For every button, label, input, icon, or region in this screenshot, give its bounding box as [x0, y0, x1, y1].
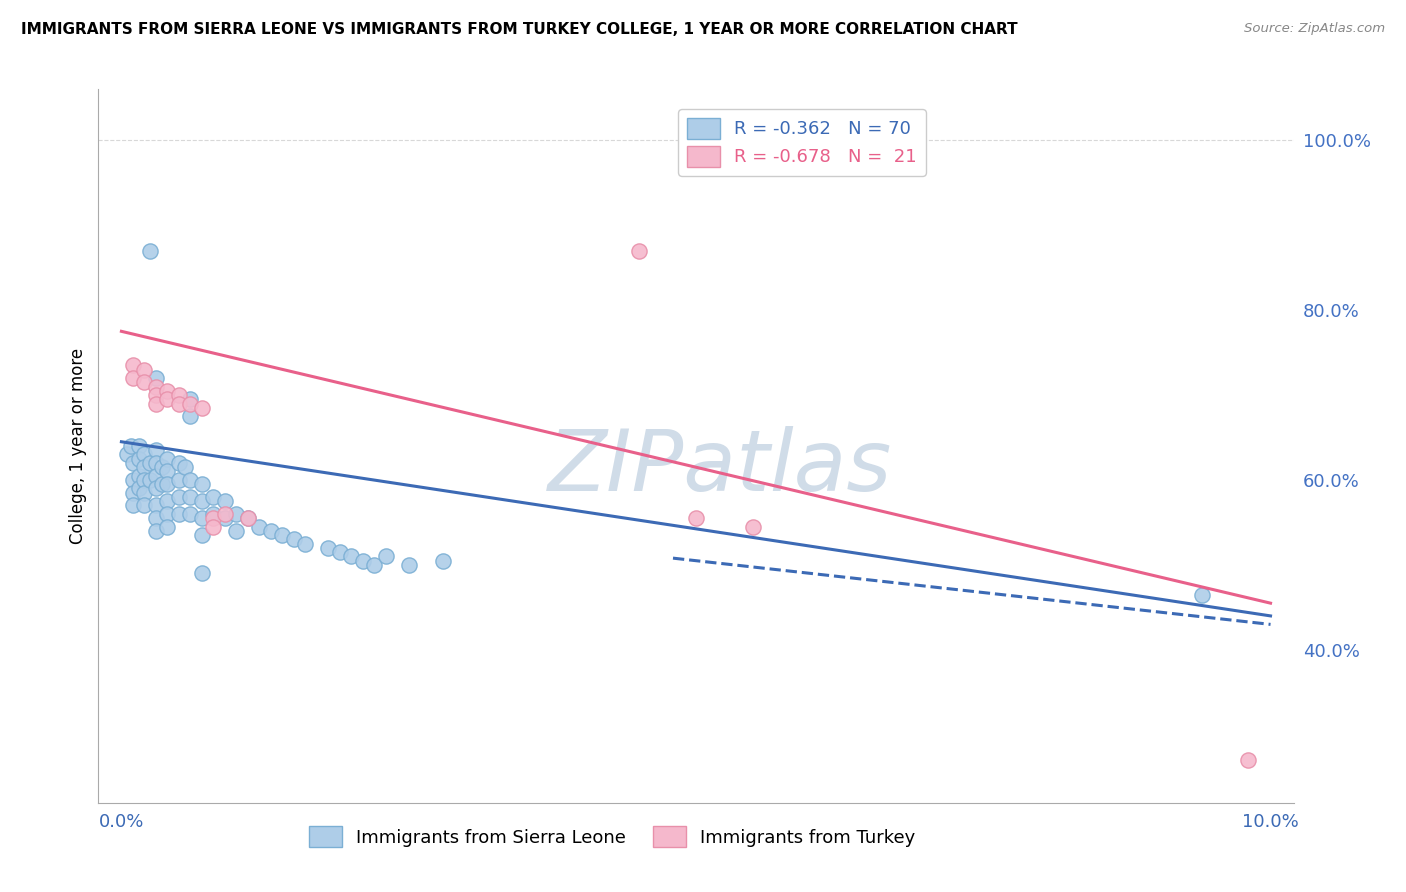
Point	[128, 468, 150, 483]
Point	[316, 541, 339, 555]
Point	[128, 439, 150, 453]
Point	[139, 244, 162, 258]
Point	[156, 465, 179, 479]
Point	[247, 519, 270, 533]
Point	[156, 494, 179, 508]
Point	[191, 494, 214, 508]
Point	[214, 507, 236, 521]
Point	[340, 549, 363, 564]
Point	[685, 511, 707, 525]
Point	[202, 490, 225, 504]
Point	[122, 473, 145, 487]
Point	[134, 376, 156, 390]
Point	[191, 511, 214, 525]
Point	[202, 511, 225, 525]
Text: ZIPatlas: ZIPatlas	[548, 425, 891, 509]
Point	[167, 388, 190, 402]
Point	[236, 511, 259, 525]
Point	[122, 371, 145, 385]
Point	[156, 392, 179, 407]
Point	[134, 499, 156, 513]
Point	[1191, 588, 1213, 602]
Point	[139, 473, 162, 487]
Point	[352, 554, 374, 568]
Point	[236, 511, 259, 525]
Point	[214, 511, 236, 525]
Point	[139, 456, 162, 470]
Point	[627, 244, 650, 258]
Point	[145, 456, 167, 470]
Point	[156, 507, 179, 521]
Point	[179, 507, 201, 521]
Point	[191, 528, 214, 542]
Point	[120, 439, 142, 453]
Point	[202, 507, 225, 521]
Point	[179, 392, 201, 407]
Point	[167, 490, 190, 504]
Point	[145, 379, 167, 393]
Point	[432, 554, 454, 568]
Point	[145, 499, 167, 513]
Point	[145, 468, 167, 483]
Text: Source: ZipAtlas.com: Source: ZipAtlas.com	[1244, 22, 1385, 36]
Point	[191, 401, 214, 415]
Point	[128, 451, 150, 466]
Legend: Immigrants from Sierra Leone, Immigrants from Turkey: Immigrants from Sierra Leone, Immigrants…	[302, 819, 922, 855]
Point	[225, 507, 247, 521]
Point	[156, 384, 179, 398]
Text: IMMIGRANTS FROM SIERRA LEONE VS IMMIGRANTS FROM TURKEY COLLEGE, 1 YEAR OR MORE C: IMMIGRANTS FROM SIERRA LEONE VS IMMIGRAN…	[21, 22, 1018, 37]
Point	[145, 396, 167, 410]
Point	[150, 477, 173, 491]
Point	[214, 494, 236, 508]
Y-axis label: College, 1 year or more: College, 1 year or more	[69, 348, 87, 544]
Point	[398, 558, 420, 572]
Point	[363, 558, 385, 572]
Point	[167, 507, 190, 521]
Point	[179, 490, 201, 504]
Point	[179, 409, 201, 424]
Point	[742, 519, 765, 533]
Point	[156, 477, 179, 491]
Point	[260, 524, 283, 538]
Point	[115, 448, 138, 462]
Point	[179, 396, 201, 410]
Point	[145, 482, 167, 496]
Point	[150, 460, 173, 475]
Point	[122, 456, 145, 470]
Point	[128, 482, 150, 496]
Point	[271, 528, 294, 542]
Point	[134, 448, 156, 462]
Point	[191, 477, 214, 491]
Point	[145, 388, 167, 402]
Point	[191, 566, 214, 581]
Point	[145, 524, 167, 538]
Point	[167, 456, 190, 470]
Point	[134, 460, 156, 475]
Point	[374, 549, 396, 564]
Point	[202, 519, 225, 533]
Point	[329, 545, 352, 559]
Point	[156, 519, 179, 533]
Point	[173, 460, 195, 475]
Point	[156, 451, 179, 466]
Point	[167, 396, 190, 410]
Point	[145, 511, 167, 525]
Point	[145, 371, 167, 385]
Point	[294, 537, 316, 551]
Point	[122, 359, 145, 373]
Point	[179, 473, 201, 487]
Point	[225, 524, 247, 538]
Point	[122, 485, 145, 500]
Point	[134, 362, 156, 376]
Point	[283, 533, 305, 547]
Point	[167, 473, 190, 487]
Point	[134, 485, 156, 500]
Point	[145, 443, 167, 458]
Point	[122, 499, 145, 513]
Point	[134, 473, 156, 487]
Point	[1236, 753, 1258, 767]
